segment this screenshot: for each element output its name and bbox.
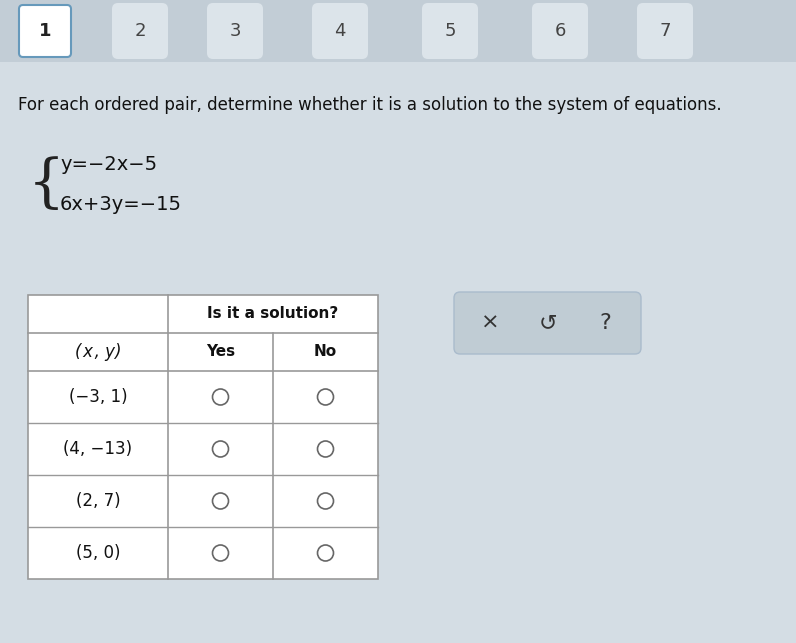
Text: ( x , y): ( x , y) [75,343,121,361]
FancyBboxPatch shape [28,295,378,579]
FancyBboxPatch shape [422,3,478,59]
FancyBboxPatch shape [532,3,588,59]
FancyBboxPatch shape [637,3,693,59]
Text: (2, 7): (2, 7) [76,492,120,510]
Text: ×: × [481,313,499,333]
FancyBboxPatch shape [454,292,641,354]
Text: 5: 5 [444,22,456,40]
Text: Is it a solution?: Is it a solution? [208,307,338,322]
Text: (−3, 1): (−3, 1) [68,388,127,406]
Text: 3: 3 [229,22,240,40]
Text: y=−2x−5: y=−2x−5 [60,156,157,174]
Text: ↺: ↺ [539,313,557,333]
Text: 6: 6 [554,22,566,40]
Text: 4: 4 [334,22,345,40]
Text: Yes: Yes [206,345,235,359]
Text: For each ordered pair, determine whether it is a solution to the system of equat: For each ordered pair, determine whether… [18,96,722,114]
Text: ?: ? [599,313,611,333]
FancyBboxPatch shape [19,5,71,57]
FancyBboxPatch shape [112,3,168,59]
Text: {: { [28,157,65,213]
Text: 7: 7 [659,22,671,40]
Text: (5, 0): (5, 0) [76,544,120,562]
Text: No: No [314,345,337,359]
Text: (4, −13): (4, −13) [64,440,133,458]
FancyBboxPatch shape [207,3,263,59]
FancyBboxPatch shape [312,3,368,59]
FancyBboxPatch shape [0,62,796,643]
Text: 2: 2 [135,22,146,40]
FancyBboxPatch shape [0,0,796,62]
Text: 6x+3y=−15: 6x+3y=−15 [60,195,182,215]
Text: 1: 1 [39,22,51,40]
